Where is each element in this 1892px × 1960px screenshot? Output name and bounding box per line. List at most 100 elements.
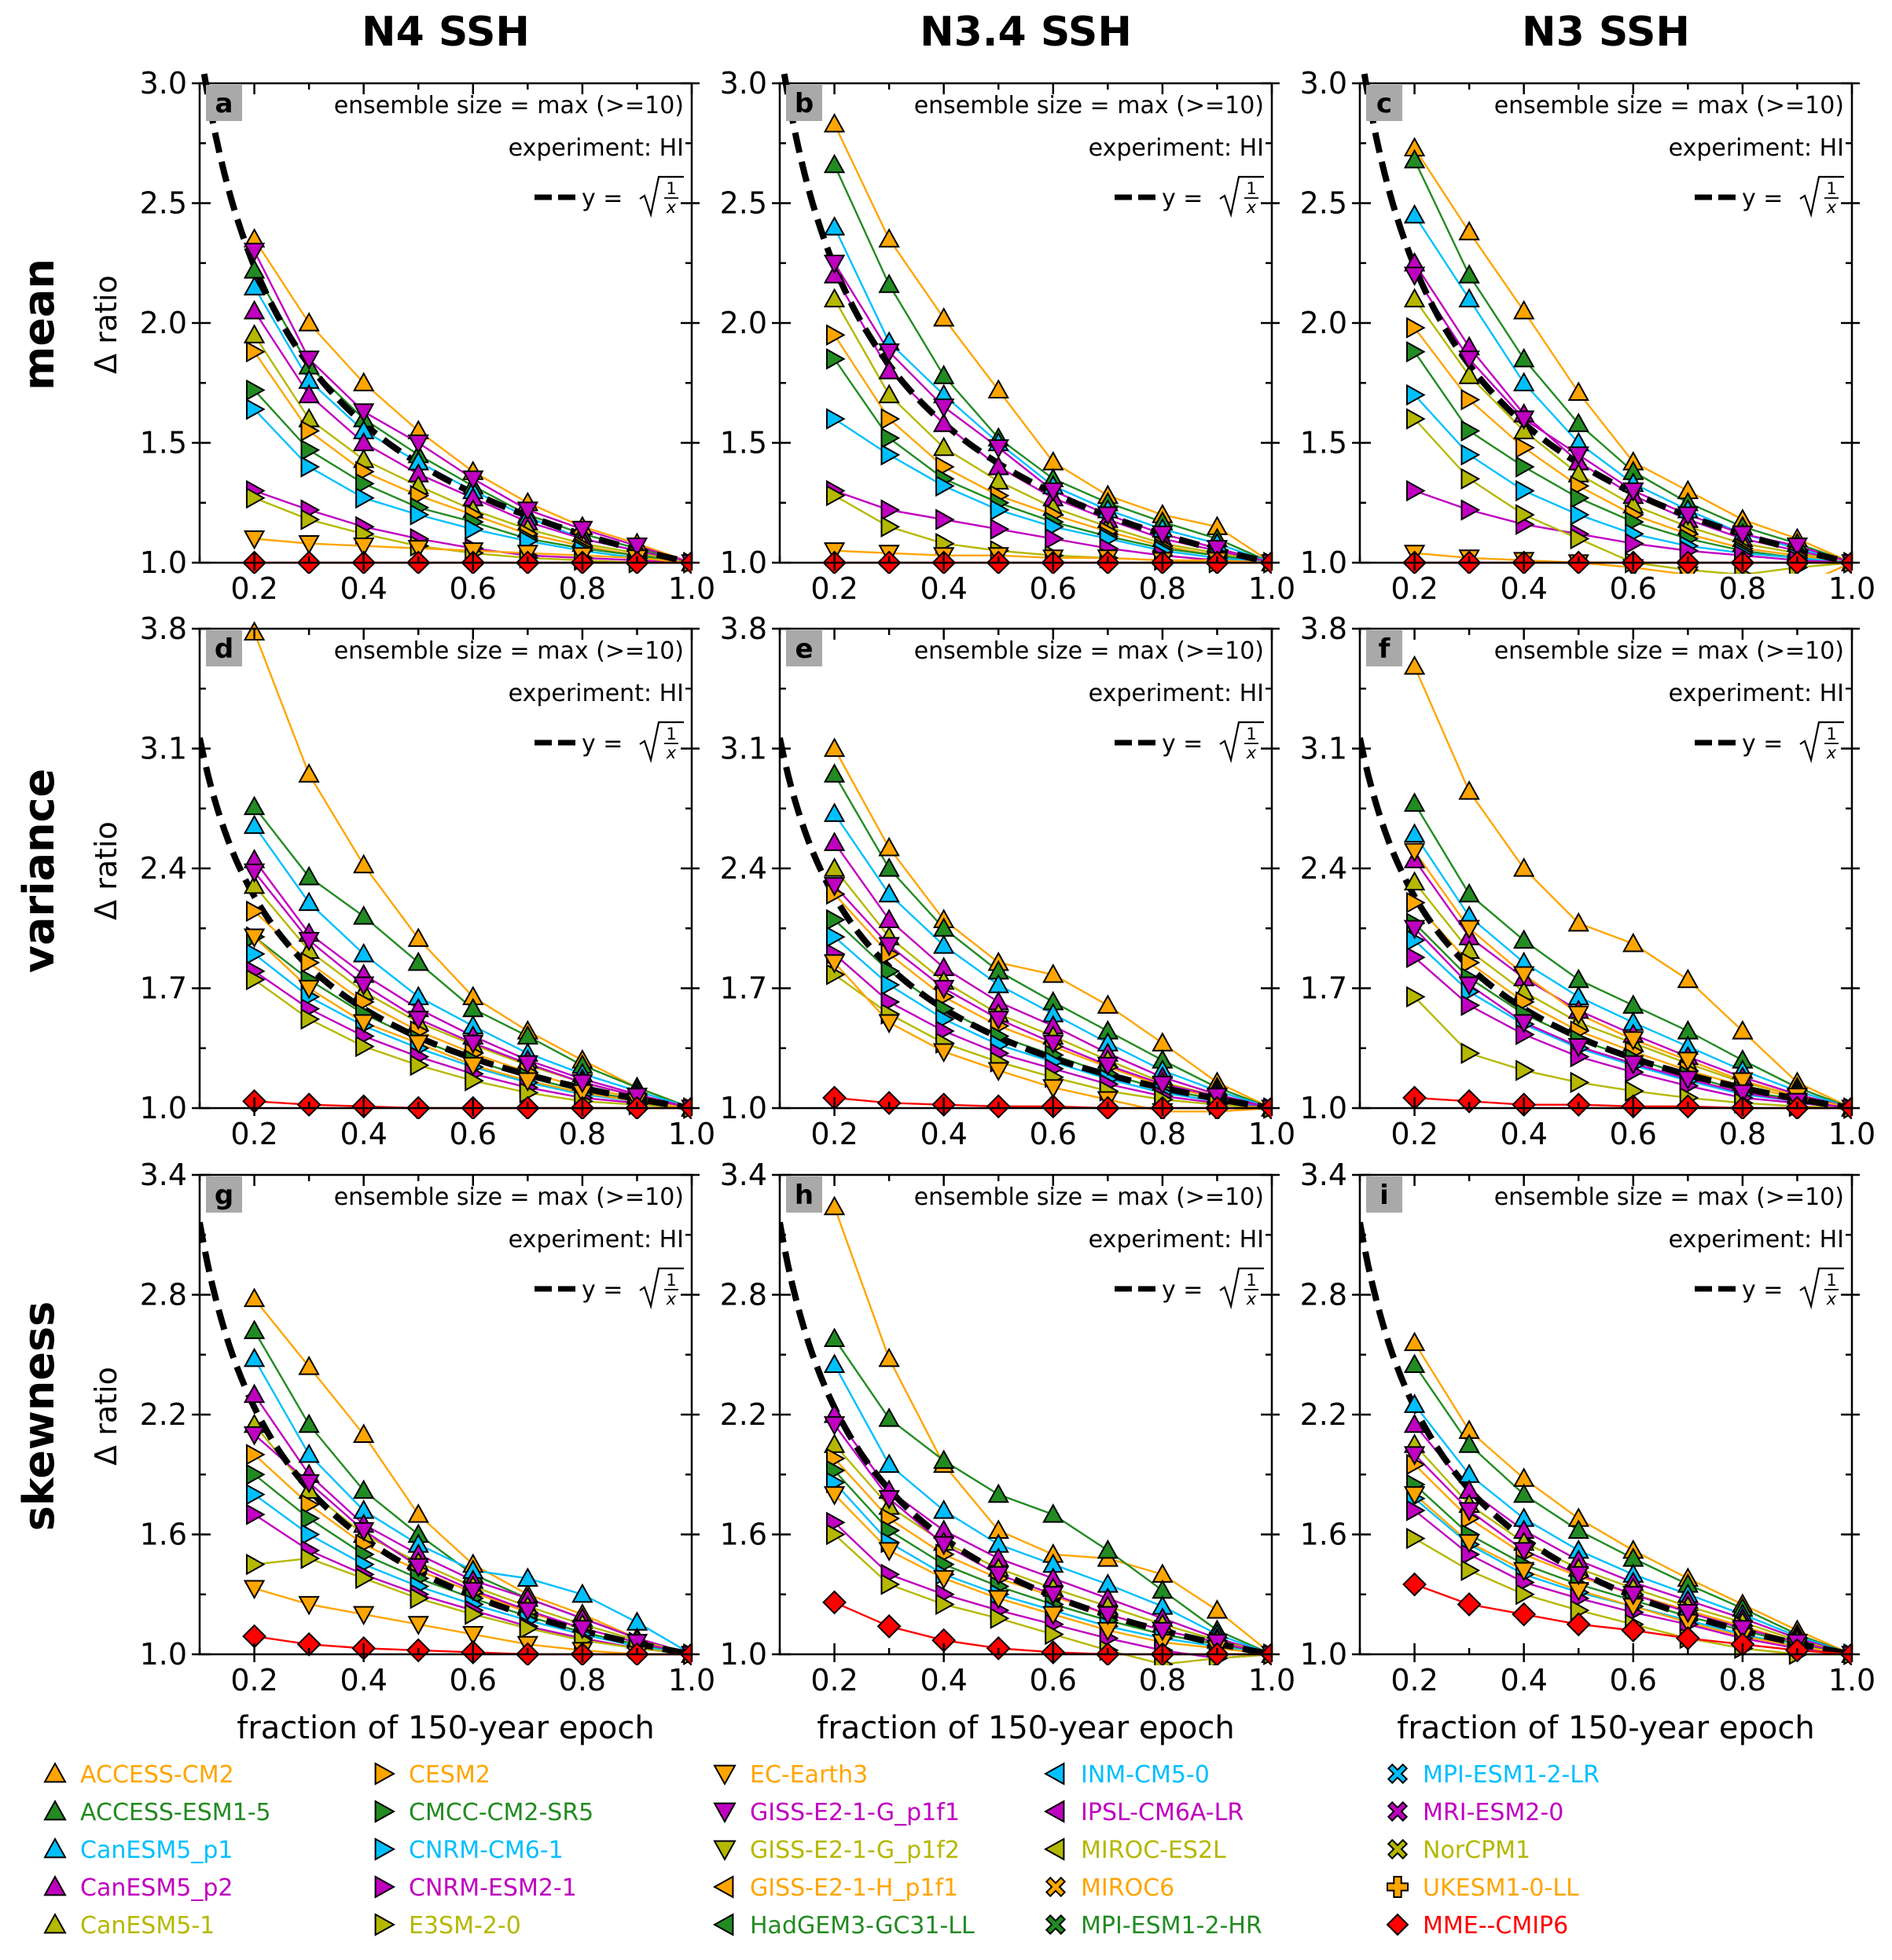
- data-point: [243, 1426, 266, 1446]
- data-point: [1512, 1483, 1535, 1503]
- y-tick-label: 3.4: [1300, 1158, 1347, 1192]
- legend-item: CanESM5_p2: [43, 1874, 233, 1902]
- panel-label-box: [1366, 1176, 1402, 1213]
- data-point: [516, 501, 539, 521]
- x-tick-label: 0.8: [1719, 571, 1766, 606]
- legend-item: MIROC6: [1045, 1874, 1174, 1902]
- panel-label-box: [206, 1176, 242, 1213]
- row-title-skewness: skewness: [14, 1301, 64, 1531]
- data-point: [878, 1453, 900, 1474]
- legend-marker: [374, 1800, 396, 1823]
- data-point: [1152, 525, 1174, 545]
- plot-area: [200, 83, 692, 563]
- data-point: [823, 288, 846, 308]
- y-tick-label: 1.5: [140, 426, 187, 461]
- y-tick-label: 2.0: [720, 306, 767, 340]
- data-point: [1405, 340, 1426, 363]
- data-point: [300, 508, 321, 530]
- data-point: [355, 1567, 375, 1590]
- x-tick-label: 0.2: [810, 571, 858, 606]
- data-point: [571, 1620, 593, 1640]
- data-point: [298, 931, 320, 952]
- x-tick-label: 1.0: [1248, 1117, 1295, 1151]
- ensemble-annotation: ensemble size = max (>=10): [914, 92, 1264, 119]
- x-tick-label: 1.0: [1828, 571, 1875, 606]
- y-tick-label: 1.0: [140, 1091, 187, 1125]
- data-point: [1458, 365, 1480, 384]
- curve-numerator: 1: [666, 725, 676, 743]
- curve-numerator: 1: [1246, 1271, 1256, 1290]
- data-point: [1405, 1499, 1426, 1521]
- data-point: [1512, 1562, 1535, 1582]
- panel-label: c: [1376, 88, 1392, 119]
- data-point: [878, 1490, 900, 1510]
- y-tick-label: 2.5: [140, 186, 187, 221]
- data-point: [932, 934, 955, 954]
- legend-item: CESM2: [374, 1761, 490, 1789]
- data-point: [571, 1583, 593, 1603]
- column-title-n4: N4 SSH: [362, 9, 530, 56]
- y-tick-label: 1.5: [1300, 426, 1347, 461]
- row-title-variance: variance: [14, 769, 64, 973]
- data-point: [1045, 527, 1064, 550]
- curve-numerator: 1: [1246, 725, 1256, 743]
- data-point: [1403, 655, 1426, 675]
- data-point: [823, 831, 846, 851]
- data-point: [932, 1569, 955, 1590]
- data-point: [1567, 1565, 1589, 1586]
- legend-label: MIROC-ES2L: [1081, 1837, 1226, 1864]
- data-point: [1567, 381, 1589, 402]
- data-point: [1403, 1413, 1426, 1433]
- data-point: [1042, 1503, 1064, 1523]
- curve-denominator: x: [666, 198, 677, 217]
- data-point: [1512, 410, 1535, 431]
- data-point: [1458, 1502, 1480, 1522]
- data-point: [990, 499, 1010, 521]
- data-point: [1515, 456, 1535, 478]
- legend-item: ACCESS-CM2: [43, 1761, 234, 1789]
- legend-marker: [43, 1874, 67, 1896]
- curve-denominator: x: [666, 1290, 677, 1309]
- y-tick-label: 3.0: [720, 66, 767, 101]
- x-tick-label: 0.8: [1719, 1663, 1766, 1698]
- curve-denominator: x: [1246, 198, 1257, 217]
- data-point: [1570, 527, 1590, 550]
- y-axis-label-mean: Δ ratio: [89, 275, 123, 374]
- experiment-annotation: experiment: HI: [1089, 680, 1264, 707]
- data-point: [880, 516, 901, 538]
- legend-marker: [712, 1913, 734, 1936]
- data-point: [1403, 1353, 1426, 1374]
- legend-item: GISS-E2-1-G_p1f2: [713, 1837, 960, 1864]
- data-point: [878, 359, 900, 380]
- data-point: [1512, 929, 1535, 949]
- data-point: [987, 1011, 1009, 1030]
- data-point: [243, 276, 266, 295]
- data-point: [1787, 579, 1806, 596]
- legend-item: GISS-E2-1-G_p1f1: [713, 1799, 960, 1826]
- legend-item: NorCPM1: [1387, 1837, 1530, 1864]
- legend-item: MIROC-ES2L: [1043, 1837, 1226, 1864]
- legend-marker: [1387, 1838, 1409, 1860]
- data-point: [932, 1449, 955, 1470]
- data-point: [1042, 1586, 1064, 1606]
- data-point: [1403, 823, 1426, 843]
- x-tick-label: 0.2: [810, 1663, 858, 1698]
- data-point: [355, 1035, 375, 1058]
- ensemble-annotation: ensemble size = max (>=10): [334, 92, 684, 119]
- data-point: [352, 1014, 375, 1034]
- x-tick-label: 0.6: [450, 1663, 497, 1698]
- data-point: [245, 968, 266, 991]
- data-point: [825, 484, 846, 507]
- data-point: [932, 398, 955, 418]
- y-tick-label: 1.0: [140, 545, 187, 580]
- x-tick-label: 0.2: [230, 1117, 277, 1151]
- mme-point: [1457, 1592, 1482, 1617]
- data-point: [245, 1503, 266, 1525]
- data-point: [245, 398, 266, 420]
- x-tick-label: 0.2: [230, 1663, 277, 1698]
- y-tick-label: 3.0: [1300, 66, 1347, 101]
- data-point: [300, 952, 321, 974]
- data-point: [519, 1617, 539, 1639]
- legend-label: EC-Earth3: [750, 1761, 868, 1789]
- legend-marker: [374, 1913, 396, 1936]
